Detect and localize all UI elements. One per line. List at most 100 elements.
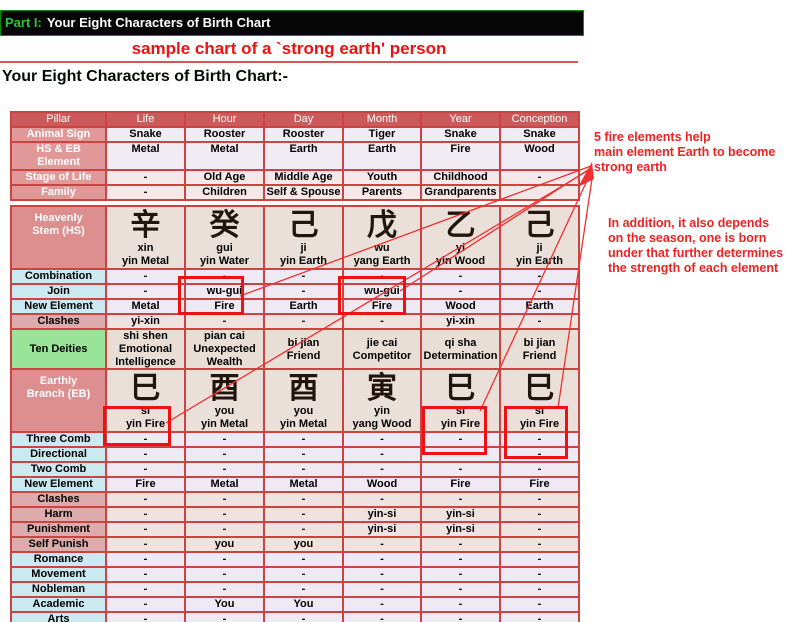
chinese-character: 巳 <box>524 371 555 406</box>
cell: Middle Age <box>263 169 344 186</box>
table-row: Harm - - - yin-si yin-si - <box>10 506 580 523</box>
table-row: Punishment - - - yin-si yin-si - <box>10 521 580 538</box>
table-row: Animal Sign Snake Rooster Rooster Tiger Snake… <box>10 126 580 143</box>
cell: Snake <box>420 126 501 143</box>
cell: - <box>105 596 186 613</box>
cell: - <box>263 611 344 622</box>
cell: - <box>499 506 580 523</box>
chinese-character: 癸 <box>209 208 240 243</box>
cell: - <box>105 506 186 523</box>
cell: Youth <box>342 169 422 186</box>
table-row: Clashes yi-xin - - - yi-xin - <box>10 313 580 330</box>
pinyin-element-label: ji yin Earth <box>515 242 564 267</box>
pillar-table: Pillar Life Hour Day Month Year Conception Anim… <box>10 111 580 201</box>
cell: shi shen Emotional Intelligence <box>105 328 186 371</box>
cell: - <box>105 551 186 568</box>
cell: Tiger <box>342 126 422 143</box>
row-label: Nobleman <box>10 581 107 598</box>
cell: - <box>263 268 344 285</box>
sample-chart-subtitle: sample chart of a `strong earth' person <box>131 39 447 58</box>
cell: - <box>420 491 501 508</box>
cell: Metal <box>105 298 186 315</box>
cell: - <box>263 461 344 478</box>
cell: Fire <box>420 476 501 493</box>
table-row: Two Comb - - - - - - <box>10 461 580 478</box>
cell: Childhood <box>420 169 501 186</box>
cell: - <box>105 268 186 285</box>
table-row: Clashes - - - - - - <box>10 491 580 508</box>
row-label: Punishment <box>10 521 107 538</box>
cell: - <box>420 611 501 622</box>
cell: Earth <box>263 141 344 171</box>
cell: - <box>499 313 580 330</box>
cell: Earth <box>342 141 422 171</box>
cell: - <box>342 611 422 622</box>
earthly-branch-table: Earthly Branch (EB) 巳 si yin Fire 酉 you yin … <box>10 368 580 622</box>
table-header-row: Heavenly Stem (HS) 辛 xin yin Metal 癸 gui yin… <box>10 205 580 270</box>
chinese-character: 巳 <box>130 371 161 406</box>
cell: - <box>420 596 501 613</box>
cell: - <box>499 268 580 285</box>
cell: Wood <box>420 298 501 315</box>
cell: - <box>184 461 265 478</box>
character-cell: 己 ji yin Earth <box>263 205 344 270</box>
row-label: Harm <box>10 506 107 523</box>
table-row: Movement - - - - - - <box>10 566 580 583</box>
pinyin-element-label: gui yin Water <box>199 242 250 267</box>
cell: - <box>342 431 422 448</box>
row-label: Family <box>10 184 107 201</box>
column-header: Year <box>420 111 501 128</box>
cell: Old Age <box>184 169 265 186</box>
chinese-character: 己 <box>288 208 319 243</box>
highlight-box-si-year <box>422 406 487 455</box>
cell: - <box>105 283 186 300</box>
cell: - <box>342 596 422 613</box>
cell: - <box>263 506 344 523</box>
pinyin-element-label: wu yang Earth <box>353 242 411 267</box>
cell: you <box>184 536 265 553</box>
table-row: Three Comb - - - - - - <box>10 431 580 448</box>
column-header: Life <box>105 111 186 128</box>
chinese-character: 酉 <box>209 371 240 406</box>
cell: Earth <box>499 298 580 315</box>
cell: - <box>105 491 186 508</box>
cell: - <box>499 283 580 300</box>
cell <box>499 184 580 201</box>
cell: - <box>184 431 265 448</box>
table-row: Directional - - - - - - <box>10 446 580 463</box>
cell: - <box>420 431 501 448</box>
cell: - <box>420 566 501 583</box>
highlight-box-si-life <box>103 406 171 446</box>
cell: Fire <box>420 141 501 171</box>
row-label: Movement <box>10 566 107 583</box>
cell: - <box>499 566 580 583</box>
row-label: Directional <box>10 446 107 463</box>
row-label: Academic <box>10 596 107 613</box>
column-header: Hour <box>184 111 265 128</box>
cell: - <box>263 566 344 583</box>
row-label: Two Comb <box>10 461 107 478</box>
part-title-bar: Part I: Your Eight Characters of Birth Ch… <box>0 10 584 36</box>
cell: Metal <box>263 476 344 493</box>
table-row: Combination - - - - - - <box>10 268 580 285</box>
cell: Fire <box>499 476 580 493</box>
note-season: In addition, it also depends on the seas… <box>608 216 784 275</box>
cell: Rooster <box>263 126 344 143</box>
row-label: Three Comb <box>10 431 107 448</box>
cell: Grandparents <box>420 184 501 201</box>
cell: - <box>342 313 422 330</box>
table-row: Romance - - - - - - <box>10 551 580 568</box>
heavenly-stem-table: Heavenly Stem (HS) 辛 xin yin Metal 癸 gui yin… <box>10 205 580 371</box>
cell: - <box>263 581 344 598</box>
cell: Wood <box>342 476 422 493</box>
cell: Wood <box>499 141 580 171</box>
table-row: Academic - You You - - - <box>10 596 580 613</box>
row-label: New Element <box>10 476 107 493</box>
pinyin-element-label: xin yin Metal <box>121 242 170 267</box>
cell: - <box>499 461 580 478</box>
row-label: Combination <box>10 268 107 285</box>
cell: - <box>184 551 265 568</box>
cell: - <box>263 313 344 330</box>
row-label: Animal Sign <box>10 126 107 143</box>
table-header-row: Earthly Branch (EB) 巳 si yin Fire 酉 you yin … <box>10 368 580 433</box>
